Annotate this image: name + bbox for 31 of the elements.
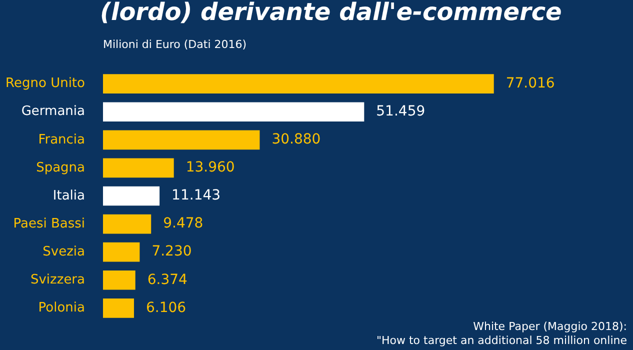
y-tick-label: Spagna (36, 160, 85, 176)
annotation: White Paper (Maggio 2018): (472, 320, 627, 334)
data-label: 51.459 (376, 104, 426, 120)
bar (103, 242, 140, 262)
bar (103, 74, 494, 94)
data-label: 13.960 (186, 160, 235, 176)
y-tick-label: Italia (52, 188, 85, 204)
data-label: 77.016 (506, 75, 555, 92)
text: "How to target an additional 58 million online (376, 334, 627, 348)
data-label: 9.478 (163, 216, 204, 232)
data-label: 7.230 (152, 244, 192, 260)
bar (103, 102, 364, 122)
chart-subtitle: Milioni di Euro (Dati 2016) (103, 38, 247, 51)
chart-title: (lordo) derivante dall'e-commerce (100, 0, 562, 26)
data-label: 6.374 (147, 272, 188, 288)
data-label: 30.880 (272, 132, 321, 148)
y-tick-label: Germania (21, 104, 85, 120)
y-tick-label: Svizzera (30, 272, 85, 288)
y-tick-label: Polonia (38, 300, 85, 316)
y-tick-label: Francia (38, 132, 85, 148)
y-tick-label: Paesi Bassi (13, 216, 85, 232)
bar (103, 298, 134, 318)
bar (103, 158, 174, 178)
y-tick-label: Regno Unito (6, 76, 86, 92)
bar (103, 214, 152, 234)
data-label: 6.106 (146, 300, 186, 316)
y-tick-label: Svezia (42, 244, 85, 260)
data-label: 11.143 (172, 188, 221, 204)
bar (103, 270, 136, 290)
bar (103, 130, 260, 150)
bar (103, 186, 160, 206)
